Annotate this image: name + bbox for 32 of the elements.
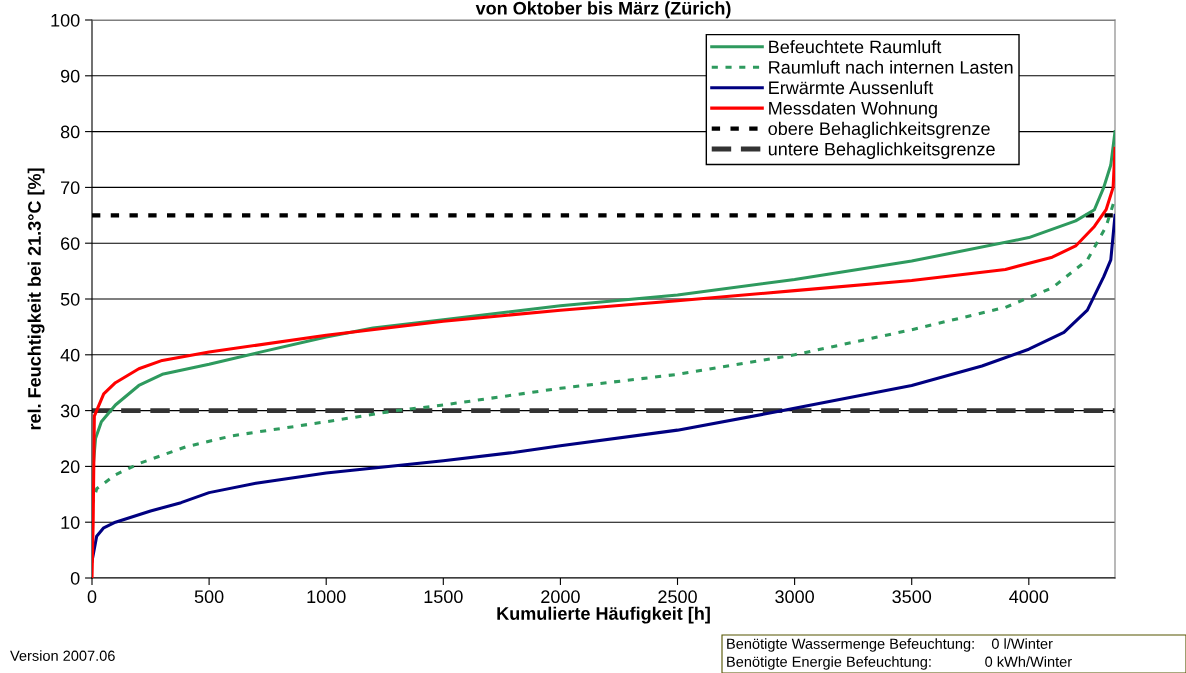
y-tick-label: 90 [60,69,80,83]
text: Version 2007.06 [10,650,115,661]
y-tick-label: 70 [61,181,80,195]
x-tick-label: 3000 [775,590,814,604]
y-tick-label: 10 [61,516,80,529]
text: Benötigte Wassermenge Befeuchtung: 0 l/Winter [727,638,1053,652]
chart-title: von Oktober bis März (Zürich) [475,1,731,19]
y-tick-label: 20 [61,460,80,474]
legend-label: Befeuchtete Raumluft [769,40,942,54]
y-tick-label: 30 [60,404,80,418]
y-tick-label: 60 [61,237,80,250]
y-tick-label: 50 [60,292,80,306]
legend-label: untere Behaglichkeitsgrenze [768,142,995,160]
text: Benötigte Energie Befeuchtung: 0 kWh/Winter [727,656,1072,670]
y-tick-label: 80 [60,125,80,139]
x-tick-label: 2000 [541,590,580,604]
x-tick-label: 500 [194,590,224,604]
y-axis-title: rel. Feuchtigkeit bei 21.3°C [%] [27,168,45,430]
y-tick-label: 100 [51,13,80,27]
x-tick-label: 2500 [658,590,697,604]
x-axis-title: Kumulierte Häufigkeit [h] [497,606,710,624]
y-tick-label: 0 [70,571,80,585]
x-tick-label: 4000 [1009,590,1049,604]
legend-label: obere Behaglichkeitsgrenze [768,121,990,139]
x-tick-label: 3500 [892,590,932,604]
legend-label: Raumluft nach internen Lasten [769,60,1013,74]
y-tick-label: 40 [60,348,80,362]
legend-label: Erwärmte Aussenluft [769,80,934,95]
x-tick-label: 0 [87,590,97,604]
legend-label: Messdaten Wohnung [769,101,937,119]
x-tick-label: 1000 [307,590,346,604]
x-tick-label: 1500 [424,590,463,604]
